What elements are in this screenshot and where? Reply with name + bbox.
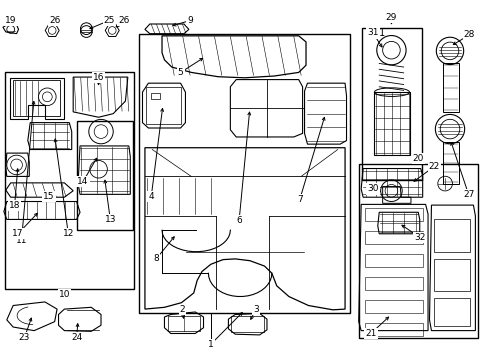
Text: 15: 15: [43, 192, 54, 201]
Bar: [362, 28, 422, 180]
Text: 12: 12: [63, 229, 74, 238]
Text: 1: 1: [208, 340, 214, 350]
Text: 23: 23: [19, 333, 30, 342]
Bar: [365, 231, 423, 244]
Text: 10: 10: [59, 290, 70, 299]
Text: 2: 2: [180, 305, 185, 314]
Bar: [442, 142, 459, 184]
Text: 20: 20: [413, 154, 424, 163]
Text: 3: 3: [253, 305, 259, 314]
Text: 10: 10: [59, 290, 70, 299]
Bar: [365, 208, 423, 221]
Bar: [435, 259, 469, 291]
Bar: [139, 34, 350, 313]
Bar: [442, 63, 459, 112]
Bar: [168, 316, 200, 330]
Text: 32: 32: [414, 233, 425, 242]
Bar: [5, 72, 134, 289]
Text: 31: 31: [373, 28, 385, 38]
Text: 29: 29: [385, 13, 398, 23]
Text: 14: 14: [77, 177, 89, 186]
Text: 26: 26: [118, 16, 130, 25]
Bar: [147, 87, 181, 125]
Text: 9: 9: [188, 16, 193, 25]
Text: 26: 26: [49, 16, 60, 25]
Bar: [231, 316, 264, 332]
Bar: [13, 80, 59, 116]
Text: 17: 17: [12, 229, 24, 238]
Bar: [365, 300, 423, 313]
Text: 4: 4: [148, 192, 154, 201]
Bar: [365, 277, 423, 290]
Bar: [374, 92, 410, 155]
Text: 24: 24: [71, 333, 82, 342]
Text: 8: 8: [153, 255, 159, 264]
Bar: [435, 298, 469, 326]
Text: 18: 18: [9, 201, 21, 210]
Bar: [365, 323, 423, 336]
Text: 6: 6: [236, 216, 242, 225]
Text: 19: 19: [5, 16, 17, 25]
Text: 28: 28: [464, 30, 475, 39]
Text: 1: 1: [208, 340, 214, 349]
Text: 13: 13: [104, 215, 116, 224]
Text: 11: 11: [16, 237, 27, 246]
Text: 7: 7: [297, 195, 302, 204]
Text: 20: 20: [412, 153, 424, 163]
Text: 16: 16: [93, 73, 104, 82]
Bar: [76, 121, 133, 230]
Bar: [435, 220, 469, 252]
Text: 31: 31: [367, 28, 379, 37]
Text: 27: 27: [463, 190, 474, 199]
Text: 22: 22: [429, 162, 440, 171]
Text: 25: 25: [103, 16, 115, 25]
Text: 5: 5: [178, 68, 183, 77]
Bar: [359, 164, 478, 338]
Text: 21: 21: [365, 329, 377, 338]
Text: 30: 30: [367, 184, 379, 193]
Bar: [365, 254, 423, 267]
Text: 29: 29: [386, 13, 397, 22]
